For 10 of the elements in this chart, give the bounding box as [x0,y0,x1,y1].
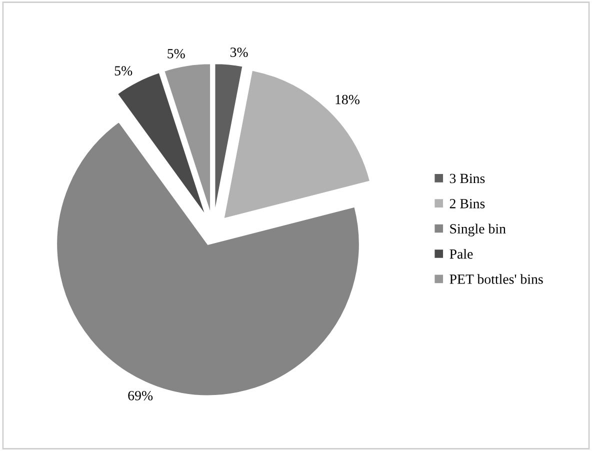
legend-label: 2 Bins [450,198,485,208]
data-label: 18% [336,94,360,104]
data-label: 5% [168,48,185,58]
data-label: 5% [114,66,132,76]
legend-label: 3 Bins [450,174,485,184]
legend-label: Single bin [450,224,506,236]
legend-label: PET bottles' bins [450,274,543,284]
legend-label: Pale [450,248,473,259]
data-label: 3% [230,48,248,58]
data-label: 69% [128,390,153,400]
